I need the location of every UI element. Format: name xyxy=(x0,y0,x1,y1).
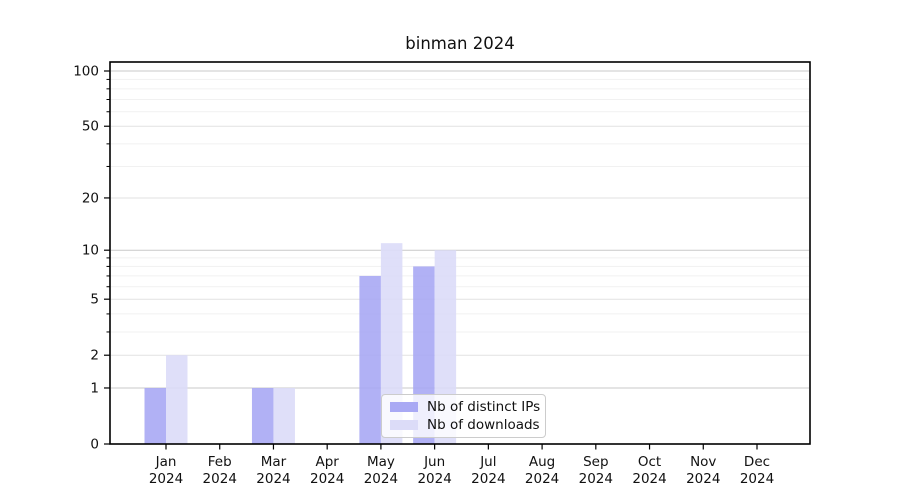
legend-item-distinct-ips: Nb of distinct IPs xyxy=(390,399,541,415)
axes-border xyxy=(109,61,811,445)
y-axis-tick-label: 1 xyxy=(90,380,99,396)
bar-nb-of-downloads-mar xyxy=(273,387,295,444)
legend-swatch-distinct-ips xyxy=(390,402,418,412)
bar-nb-of-distinct-ips-may xyxy=(359,275,381,444)
x-axis-year-label: 2024 xyxy=(256,471,290,487)
x-axis-month-label: Aug xyxy=(529,454,555,470)
x-axis-month-label: May xyxy=(367,454,395,470)
x-axis-year-label: 2024 xyxy=(417,471,451,487)
x-axis-year-label: 2024 xyxy=(203,471,237,487)
x-axis-year-label: 2024 xyxy=(740,471,774,487)
legend-swatch-downloads xyxy=(390,420,418,430)
x-axis-year-label: 2024 xyxy=(579,471,613,487)
bar-nb-of-downloads-jan xyxy=(166,355,188,444)
bar-nb-of-distinct-ips-mar xyxy=(251,387,274,444)
y-axis-tick-label: 20 xyxy=(82,190,99,206)
x-axis-month-label: Apr xyxy=(316,454,340,470)
y-axis-tick-label: 10 xyxy=(82,243,99,259)
x-axis-year-label: 2024 xyxy=(310,471,344,487)
legend: Nb of distinct IPs Nb of downloads xyxy=(381,394,546,438)
legend-label-distinct-ips: Nb of distinct IPs xyxy=(427,399,541,415)
bar-nb-of-distinct-ips-jan xyxy=(144,387,166,444)
y-axis-tick-label: 0 xyxy=(90,437,99,453)
x-axis-month-label: Mar xyxy=(261,454,287,470)
legend-label-downloads: Nb of downloads xyxy=(427,417,540,433)
bar-nb-of-downloads-may xyxy=(380,243,403,444)
x-axis-year-label: 2024 xyxy=(632,471,666,487)
y-axis-tick-label: 50 xyxy=(82,119,99,135)
x-axis-year-label: 2024 xyxy=(364,471,398,487)
y-axis-tick-label: 2 xyxy=(90,348,99,364)
x-axis-month-label: Nov xyxy=(690,454,716,470)
chart-title: binman 2024 xyxy=(405,34,515,53)
x-axis-month-label: Sep xyxy=(583,454,608,470)
x-axis-year-label: 2024 xyxy=(149,471,183,487)
x-axis-month-label: Dec xyxy=(744,454,770,470)
x-axis-month-label: Jun xyxy=(423,454,445,470)
x-axis-year-label: 2024 xyxy=(471,471,505,487)
x-axis-month-label: Jan xyxy=(155,454,177,470)
y-axis-tick-label: 5 xyxy=(90,292,99,308)
x-axis-year-label: 2024 xyxy=(525,471,559,487)
x-axis-month-label: Jul xyxy=(479,454,496,470)
legend-item-downloads: Nb of downloads xyxy=(390,417,540,433)
x-axis-year-label: 2024 xyxy=(686,471,720,487)
x-axis-month-label: Oct xyxy=(638,454,661,470)
x-axis-month-label: Feb xyxy=(208,454,232,470)
y-axis-tick-label: 100 xyxy=(73,64,99,80)
